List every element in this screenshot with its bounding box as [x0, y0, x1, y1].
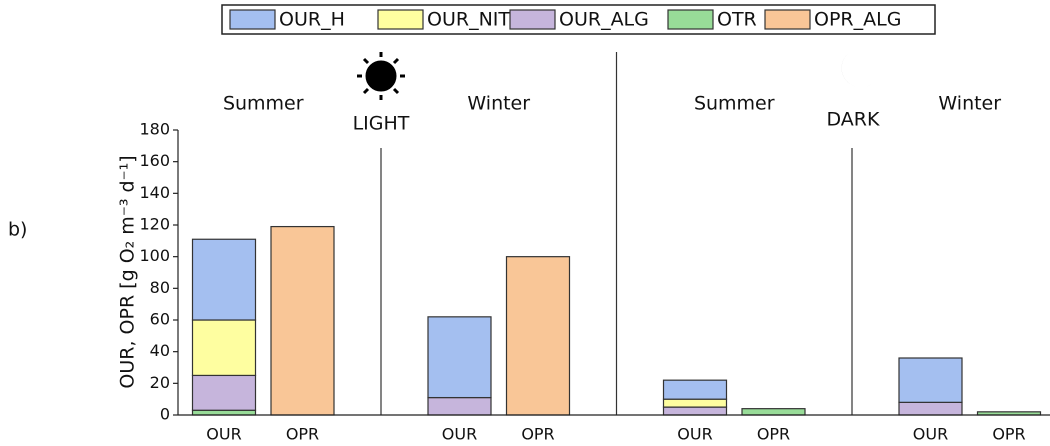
legend-label: OUR_ALG	[559, 9, 649, 31]
y-tick-label: 80	[150, 278, 170, 297]
panel-label: b)	[8, 219, 27, 241]
bar-segment	[505, 256, 571, 416]
bar-segment	[662, 379, 728, 400]
x-tick-label: OUR	[913, 425, 948, 444]
x-tick-label: OPR	[757, 425, 790, 444]
y-tick-label: 160	[139, 151, 170, 170]
x-tick-label: OPR	[286, 425, 319, 444]
group-label: Winter	[938, 93, 1001, 115]
bar-segment	[427, 396, 492, 416]
legend-swatch	[509, 9, 556, 30]
y-tick-label: 140	[139, 183, 170, 202]
section-label: LIGHT	[353, 113, 410, 135]
x-tick-label: OUR	[206, 425, 241, 444]
y-tick-label: 120	[139, 215, 170, 234]
y-tick-label: 60	[150, 310, 170, 329]
legend-swatch	[229, 9, 276, 30]
section-label: DARK	[827, 109, 880, 131]
y-tick-label: 20	[150, 373, 170, 392]
moon-icon	[841, 52, 872, 88]
bar-segment	[191, 238, 257, 321]
bar-segment	[898, 401, 963, 416]
bar-segment	[741, 408, 806, 416]
y-tick-label: 40	[150, 341, 170, 360]
legend-label: OUR_H	[279, 9, 345, 31]
legend-swatch	[377, 9, 424, 30]
group-label: Winter	[467, 93, 530, 115]
y-tick-label: 180	[139, 120, 170, 139]
legend-label: OPR_ALG	[814, 9, 901, 31]
legend-swatch	[764, 9, 811, 30]
y-tick-label: 0	[160, 405, 170, 424]
group-label: Summer	[694, 93, 775, 115]
y-axis-title: OUR, OPR [g O₂ m⁻³ d⁻¹]	[117, 155, 139, 388]
x-tick-label: OPR	[992, 425, 1025, 444]
legend-label: OTR	[717, 9, 757, 31]
bar-segment	[662, 406, 728, 416]
x-tick-label: OUR	[677, 425, 712, 444]
x-tick-label: OPR	[521, 425, 554, 444]
group-label: Summer	[223, 93, 304, 115]
bar-segment	[662, 398, 728, 408]
bar-segment	[191, 374, 257, 411]
legend-label: OUR_NIT	[427, 9, 510, 31]
bar-segment	[270, 225, 335, 416]
bar-segment	[191, 409, 257, 416]
bar-segment	[427, 316, 492, 399]
legend-box	[221, 4, 936, 35]
y-tick-label: 100	[139, 246, 170, 265]
bar-segment	[191, 319, 257, 377]
sun-icon	[357, 52, 405, 100]
legend-swatch	[667, 9, 714, 30]
x-tick-label: OUR	[442, 425, 477, 444]
bar-segment	[898, 357, 963, 403]
